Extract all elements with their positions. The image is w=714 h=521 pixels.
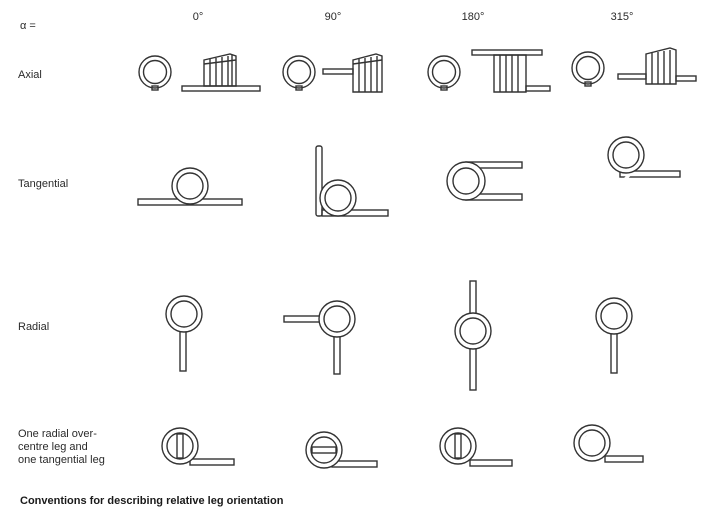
combined-0 xyxy=(161,427,235,466)
radial-315 xyxy=(595,297,654,374)
alpha-label: α = xyxy=(20,20,36,32)
axial-180-side-view xyxy=(471,49,551,93)
axial-315-end-view xyxy=(571,51,605,87)
combined-90 xyxy=(305,431,378,469)
tangential-0 xyxy=(137,167,243,206)
row-label-axial: Axial xyxy=(18,69,42,81)
radial-0 xyxy=(165,295,203,372)
angle-180: 180° xyxy=(461,11,485,23)
tangential-90 xyxy=(315,145,389,217)
row-label-combined-line: one tangential leg xyxy=(18,454,105,466)
tangential-180 xyxy=(446,161,523,201)
angle-315: 315° xyxy=(610,11,634,23)
radial-90 xyxy=(283,300,356,375)
axial-315-side-view xyxy=(617,47,697,85)
angle-90: 90° xyxy=(324,11,342,23)
row-label-combined-line: centre leg and xyxy=(18,441,88,453)
radial-180 xyxy=(454,280,492,391)
axial-90-end-view xyxy=(282,55,316,91)
tangential-315 xyxy=(600,136,681,207)
combined-180 xyxy=(439,427,513,467)
axial-0-side-view xyxy=(181,53,261,92)
row-label-combined-line: One radial over- xyxy=(18,428,97,440)
angle-0: 0° xyxy=(192,11,204,23)
row-label-tangential: Tangential xyxy=(18,178,69,190)
axial-90-side-view xyxy=(322,53,383,93)
figure-caption: Conventions for describing relative leg … xyxy=(20,495,284,507)
combined-315 xyxy=(573,424,644,463)
row-label-combined: One radial over- centre leg and one tang… xyxy=(18,428,105,467)
axial-180-end-view xyxy=(427,55,461,91)
axial-0-end-view xyxy=(138,55,172,91)
row-label-radial: Radial xyxy=(18,321,50,333)
